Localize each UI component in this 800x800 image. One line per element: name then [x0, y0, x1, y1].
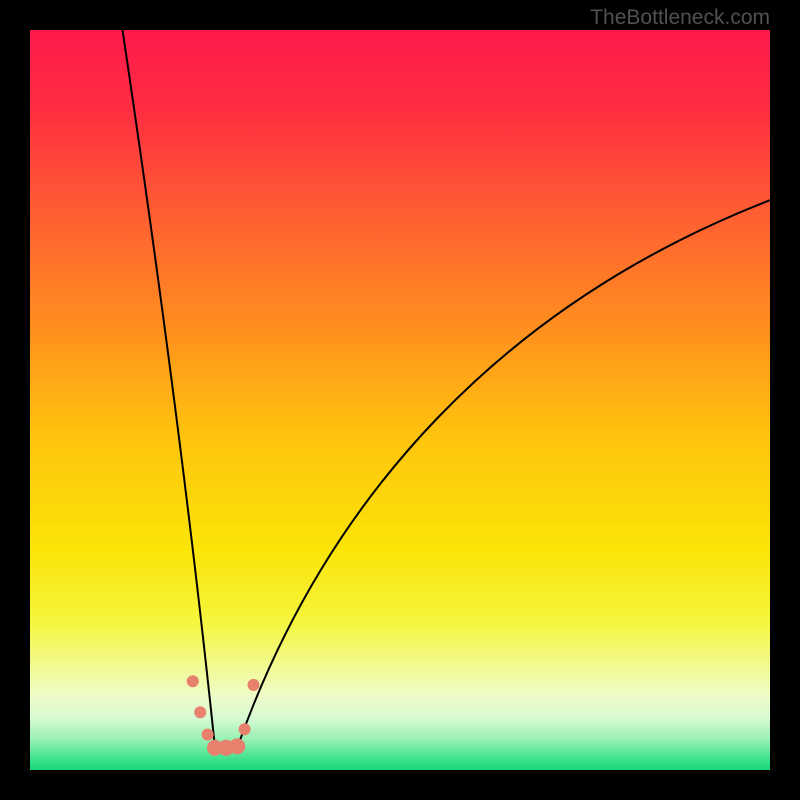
plot-area	[30, 30, 770, 770]
chart-container: TheBottleneck.com	[0, 0, 800, 800]
curve-overlay	[30, 30, 770, 770]
watermark-text: TheBottleneck.com	[590, 6, 770, 30]
